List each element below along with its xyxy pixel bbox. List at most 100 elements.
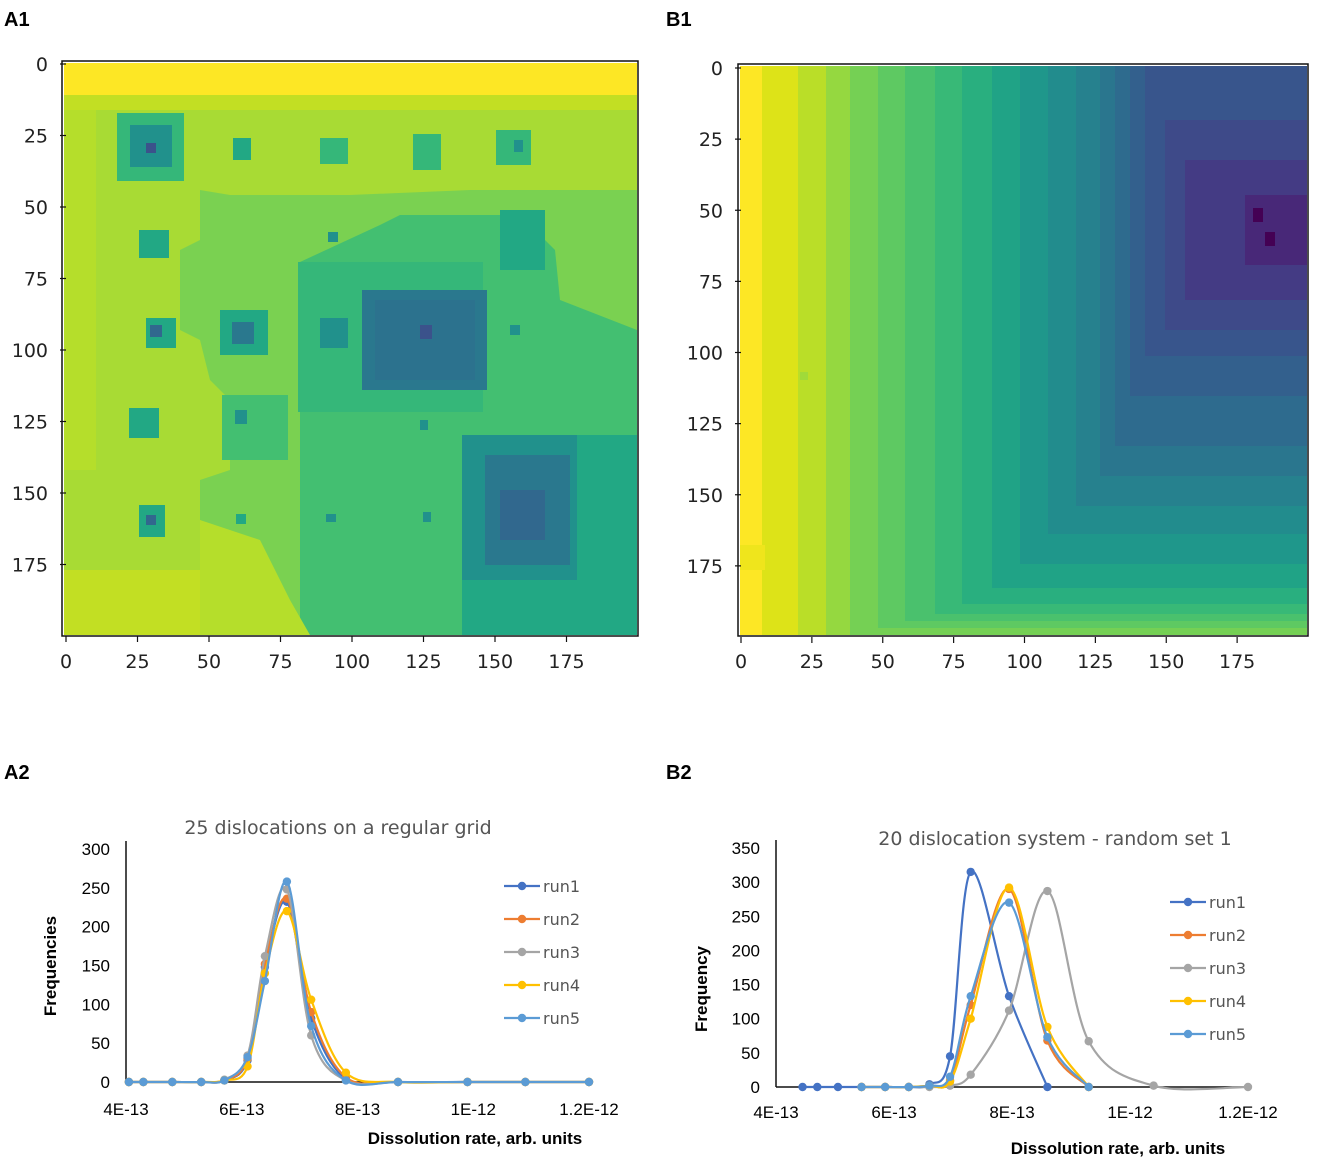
chart-1-series-run1-point <box>834 1083 842 1091</box>
chart-1-series-run1-point <box>946 1052 954 1060</box>
chart-1-xtick-label: 1.2E-12 <box>1218 1103 1278 1122</box>
chart-1-series-run5-line <box>862 902 1089 1087</box>
chart-1-series-run1-point <box>798 1083 806 1091</box>
chart-1-legend-run1-marker <box>1184 898 1192 906</box>
chart-0-legend-run5-marker <box>518 1014 526 1022</box>
a1-ytick-label: 100 <box>12 340 48 362</box>
chart-1-xtick-label: 6E-13 <box>871 1103 916 1122</box>
b1-xtick-label: 100 <box>1006 651 1042 673</box>
chart-0-series-run5-point <box>521 1078 529 1086</box>
heatmap-a1-x-ticks: 0 25 50 75 100 125 150 175 <box>60 636 585 673</box>
chart-1-legend-run2-marker <box>1184 931 1192 939</box>
chart-1-ytick-label: 100 <box>732 1010 760 1029</box>
b1-ytick-label: 50 <box>699 200 723 222</box>
chart-1-series-run3-point <box>1043 887 1051 895</box>
a1-ytick-label: 125 <box>12 412 48 434</box>
b1-xtick-label: 25 <box>800 651 824 673</box>
chart-0-ytick-label: 200 <box>82 918 110 937</box>
chart-0-xtick-label: 1E-12 <box>451 1100 496 1119</box>
heatmap-a1 <box>62 61 638 636</box>
a1-xtick-label: 175 <box>548 651 584 673</box>
a1-xtick-label: 150 <box>477 651 513 673</box>
chart-0-ytick-label: 150 <box>82 957 110 976</box>
chart-1-xtick-label: 8E-13 <box>989 1103 1034 1122</box>
chart-0-series-run4-point <box>307 995 315 1003</box>
b1-ytick-label: 75 <box>699 271 723 293</box>
chart-0-ytick-label: 300 <box>82 840 110 859</box>
chart-1-legend-run2-label: run2 <box>1209 926 1246 945</box>
heatmap-b1 <box>738 64 1308 636</box>
a1-xtick-label: 100 <box>334 651 370 673</box>
chart-1-legend-run4-label: run4 <box>1209 992 1246 1011</box>
chart-a2-title: 25 dislocations on a regular grid <box>184 817 491 839</box>
chart-0-legend-run2-marker <box>518 915 526 923</box>
chart-0-legend-run5-label: run5 <box>543 1009 580 1028</box>
chart-0-legend-run1-label: run1 <box>543 877 580 896</box>
b1-ytick-label: 125 <box>687 414 723 436</box>
chart-1-series-run1-point <box>813 1083 821 1091</box>
chart-1-series-run5-point <box>905 1083 913 1091</box>
chart-1-series-run3-point <box>1244 1083 1252 1091</box>
chart-a2: 25 dislocations on a regular grid Dissol… <box>41 817 619 1148</box>
chart-0-series-run5-point <box>139 1078 147 1086</box>
chart-1-series-run3-point <box>1085 1037 1093 1045</box>
chart-1-ytick-label: 0 <box>751 1078 760 1097</box>
chart-1-series-run1-point <box>967 868 975 876</box>
chart-1-series-run5-point <box>967 992 975 1000</box>
a1-xtick-label: 125 <box>405 651 441 673</box>
chart-0-series-run5-point <box>463 1078 471 1086</box>
chart-0-ytick-label: 50 <box>91 1034 110 1053</box>
chart-0-series-run4-point <box>342 1068 350 1076</box>
chart-1-legend-run3-label: run3 <box>1209 959 1246 978</box>
b1-ytick-label: 25 <box>699 129 723 151</box>
chart-1-xtick-label: 4E-13 <box>753 1103 798 1122</box>
chart-0-series-run5-point <box>394 1078 402 1086</box>
chart-1-series-run1-point <box>1043 1083 1051 1091</box>
chart-0-legend-run4-marker <box>518 981 526 989</box>
heatmap-b1-x-ticks: 0 25 50 75 100 125 150 175 <box>735 637 1255 673</box>
b1-xtick-label: 150 <box>1148 651 1184 673</box>
a1-ytick-label: 175 <box>12 555 48 577</box>
chart-0-series-run5-point <box>585 1078 593 1086</box>
chart-1-ytick-label: 150 <box>732 976 760 995</box>
chart-1-legend-run5-marker <box>1184 1030 1192 1038</box>
chart-0-series-run5-point <box>243 1053 251 1061</box>
b1-ytick-label: 175 <box>687 556 723 578</box>
a1-ytick-label: 75 <box>24 269 48 291</box>
chart-0-series-run5-point <box>342 1076 350 1084</box>
figure-canvas: 0 25 50 75 100 125 150 175 0255075100125150175 … <box>0 0 1325 1168</box>
chart-a2-ylabel: Frequencies <box>41 916 60 1016</box>
b1-xtick-label: 50 <box>871 651 895 673</box>
chart-1-series-run2-line <box>862 889 1089 1088</box>
chart-b2: 20 dislocation system - random set 1 Dis… <box>692 828 1278 1158</box>
chart-0-xtick-label: 6E-13 <box>219 1100 264 1119</box>
chart-1-ytick-label: 350 <box>732 839 760 858</box>
chart-1-series-run5-point <box>1085 1083 1093 1091</box>
chart-0-legend-run3-label: run3 <box>543 943 580 962</box>
chart-1-legend-run4-marker <box>1184 997 1192 1005</box>
chart-0-ytick-label: 250 <box>82 879 110 898</box>
b1-xtick-label: 75 <box>942 651 966 673</box>
chart-1-series-run5-point <box>1043 1033 1051 1041</box>
chart-a2-xlabel: Dissolution rate, arb. units <box>368 1129 582 1148</box>
heatmap-b1-y-ticks: 0 25 50 75 100 125 150 175 <box>687 58 741 578</box>
chart-0-ytick-label: 0 <box>101 1073 110 1092</box>
chart-0-legend-run4-label: run4 <box>543 976 580 995</box>
chart-1-legend-run3-marker <box>1184 964 1192 972</box>
chart-0-xtick-label: 8E-13 <box>335 1100 380 1119</box>
chart-1-ytick-label: 50 <box>741 1044 760 1063</box>
chart-0-series-run5-point <box>307 1022 315 1030</box>
chart-1-series-run3-point <box>1005 1006 1013 1014</box>
chart-1-series-run5-point <box>925 1081 933 1089</box>
chart-0-ytick-label: 100 <box>82 995 110 1014</box>
chart-0-series-run4-point <box>283 907 291 915</box>
chart-1-series-run5-point <box>857 1083 865 1091</box>
chart-1-series-run3-point <box>1149 1081 1157 1089</box>
a1-xtick-label: 75 <box>268 651 292 673</box>
b1-ytick-label: 0 <box>711 58 723 80</box>
chart-1-series-run3-point <box>967 1071 975 1079</box>
b1-ytick-label: 150 <box>687 485 723 507</box>
chart-0-series-run5-point <box>168 1078 176 1086</box>
chart-0-legend-run1-marker <box>518 882 526 890</box>
chart-1-legend-run1-label: run1 <box>1209 893 1246 912</box>
